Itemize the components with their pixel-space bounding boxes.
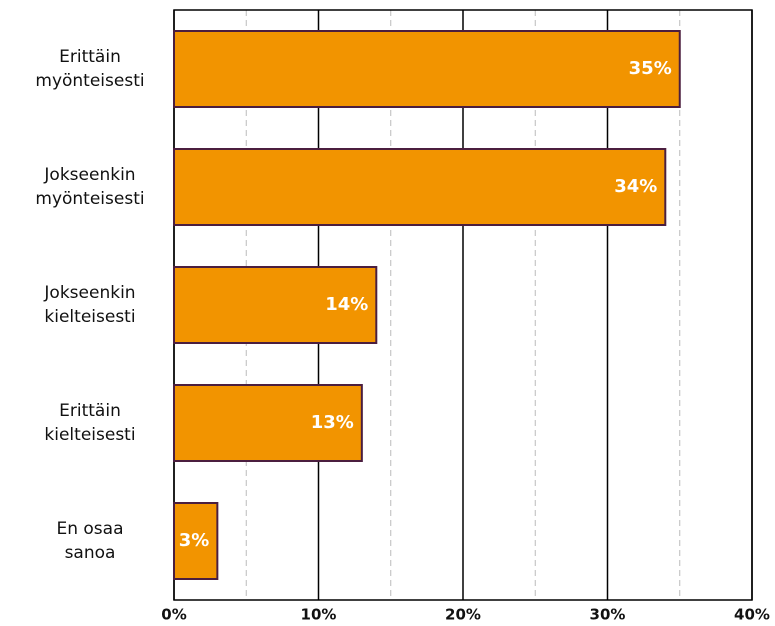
category-label: En osaa sanoa [56, 519, 124, 563]
x-tick-label: 20% [445, 606, 481, 624]
x-tick-label: 10% [301, 606, 337, 624]
bar [173, 266, 378, 344]
data-label: 13% [311, 412, 354, 433]
data-label: 35% [629, 58, 672, 79]
data-label: 3% [179, 530, 210, 551]
x-tick-label: 40% [734, 606, 770, 624]
category-label: Jokseenkin myönteisesti [35, 165, 145, 209]
x-tick-label: 0% [161, 606, 186, 624]
bar [173, 502, 219, 580]
category-label: Erittäin kielteisesti [44, 401, 136, 445]
data-label: 34% [614, 176, 657, 197]
bar [173, 384, 363, 462]
category-label: Erittäin myönteisesti [35, 47, 145, 91]
bar [173, 148, 667, 226]
data-label: 14% [325, 294, 368, 315]
category-label: Jokseenkin kielteisesti [44, 283, 136, 327]
bar [173, 30, 681, 108]
x-tick-label: 30% [590, 606, 626, 624]
